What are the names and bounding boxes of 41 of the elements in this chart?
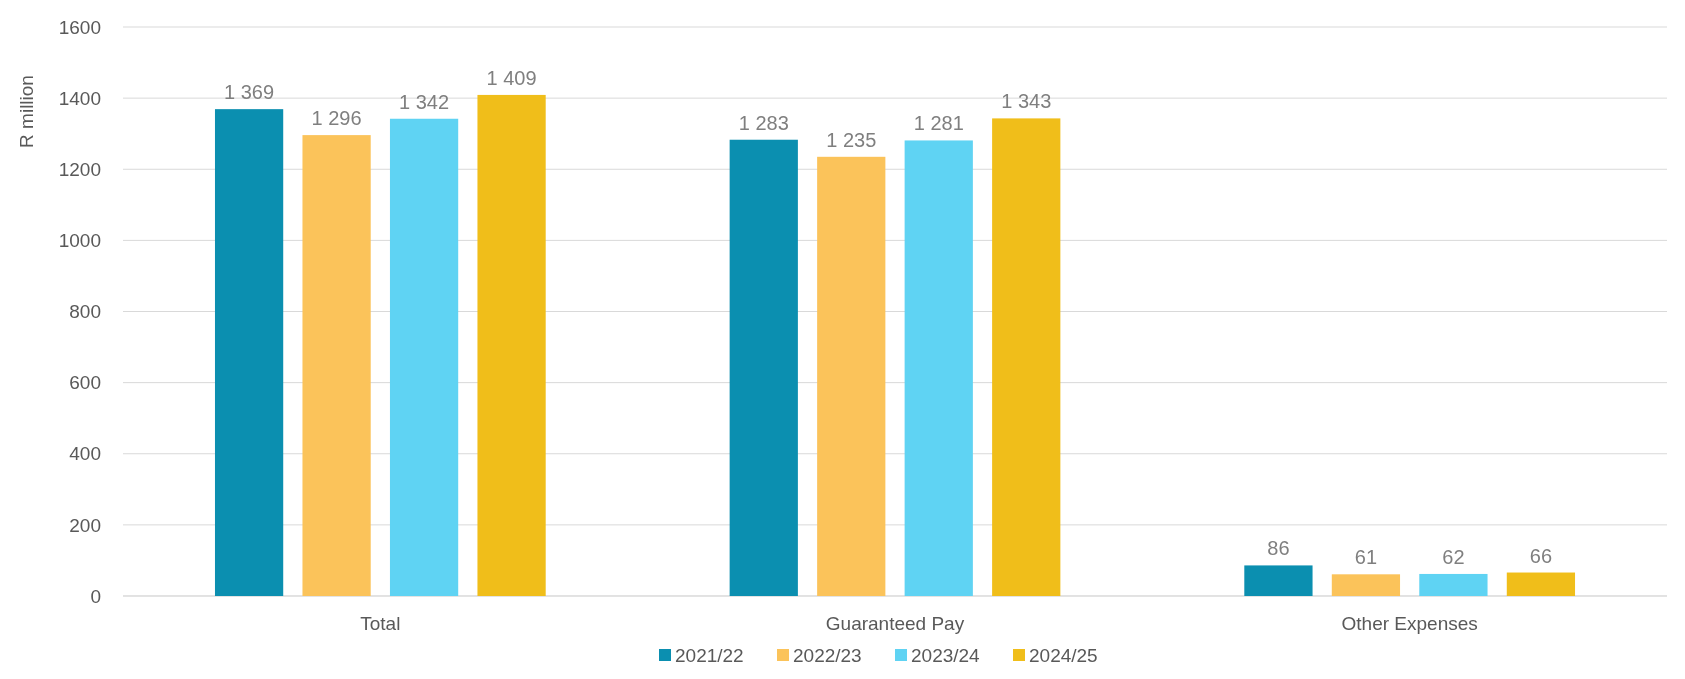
bar (729, 139, 798, 596)
y-tick-label: 600 (69, 372, 101, 394)
y-tick-label: 800 (69, 301, 101, 323)
bar (477, 94, 546, 596)
bar (1506, 572, 1576, 596)
x-tick-label: Guaranteed Pay (825, 613, 965, 634)
data-label: 62 (1442, 545, 1465, 568)
legend-label: 2021/22 (675, 644, 744, 666)
y-axis-title: R million (15, 75, 37, 148)
data-label: 1 343 (1001, 90, 1052, 113)
data-label: 1 281 (913, 112, 964, 135)
bar (992, 118, 1061, 596)
data-label: 1 296 (311, 107, 362, 130)
bar (817, 156, 886, 596)
y-tick-label: 400 (69, 443, 101, 465)
bar (302, 135, 371, 596)
y-tick-label: 1600 (58, 16, 101, 38)
y-tick-label: 1000 (58, 230, 101, 252)
bar (904, 140, 973, 596)
bar (214, 109, 284, 596)
legend-label: 2024/25 (1029, 644, 1098, 666)
bar (389, 118, 459, 596)
data-label: 1 342 (399, 90, 450, 113)
y-tick-label: 0 (90, 585, 101, 607)
bar (1331, 574, 1401, 596)
bar (1419, 573, 1488, 596)
data-label: 1 409 (486, 66, 537, 89)
y-tick-label: 1400 (58, 87, 101, 109)
legend-label: 2023/24 (911, 644, 981, 666)
y-tick-label: 1200 (58, 158, 101, 180)
data-label: 61 (1354, 546, 1378, 569)
bar (1244, 565, 1313, 596)
x-tick-label: Other Expenses (1341, 613, 1478, 634)
data-label: 1 235 (826, 128, 877, 151)
data-label: 86 (1267, 537, 1290, 560)
x-tick-label: Total (360, 613, 401, 634)
data-label: 66 (1529, 544, 1553, 567)
data-label: 1 283 (738, 111, 789, 134)
y-tick-label: 200 (69, 514, 101, 536)
data-label: 1 369 (224, 81, 275, 104)
legend-label: 2022/23 (793, 644, 862, 666)
